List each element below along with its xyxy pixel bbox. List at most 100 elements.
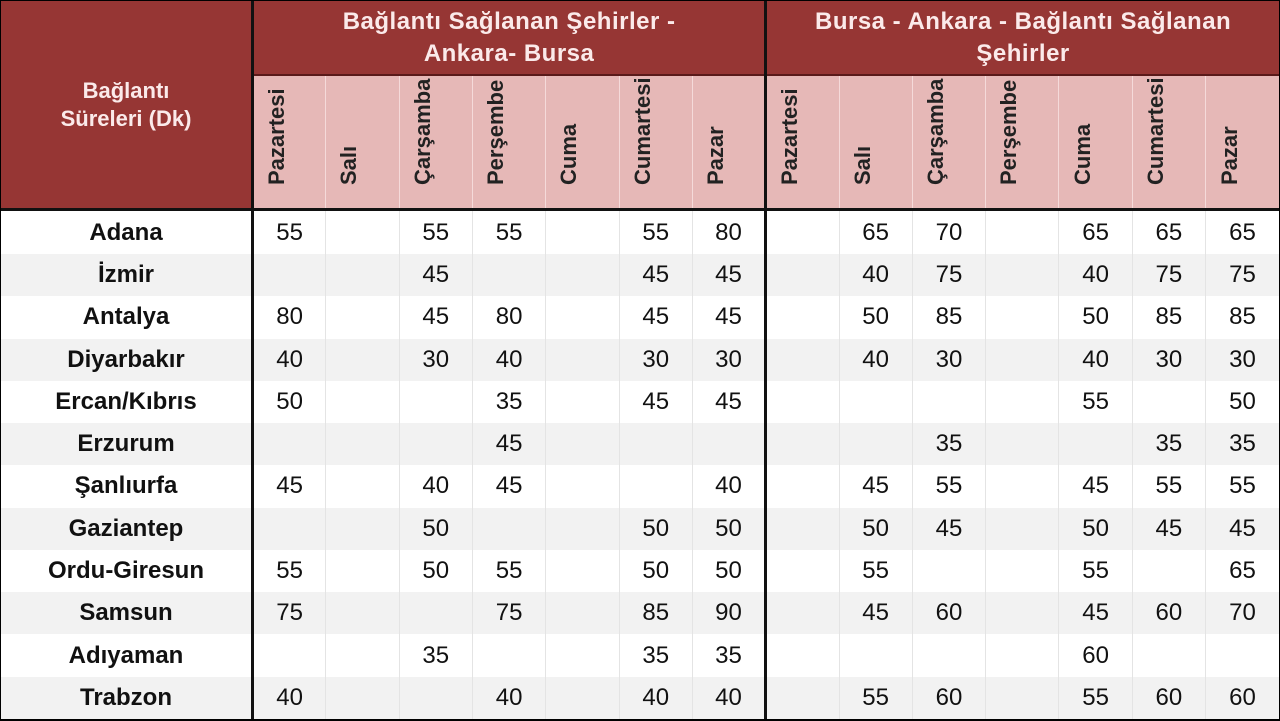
duration-cell (985, 380, 1059, 424)
duration-cell (985, 423, 1059, 466)
day-label: Pazar (702, 126, 728, 185)
day-header: Cuma (1058, 75, 1133, 211)
duration-cell: 85 (1131, 296, 1206, 339)
group2-bold: Bağlantı Sağlanan Şehirler (976, 7, 1232, 67)
duration-cell (985, 296, 1059, 339)
city-cell: Gaziantep (1, 507, 254, 550)
day-header: Cumartesi (618, 75, 693, 211)
duration-cell (764, 465, 839, 508)
duration-cell: 45 (471, 465, 546, 508)
duration-cell (545, 465, 620, 508)
duration-cell (545, 507, 620, 550)
corner-line2: Süreleri (Dk) (60, 105, 192, 131)
duration-cell (1131, 634, 1206, 677)
duration-cell: 40 (1058, 338, 1133, 381)
duration-cell (911, 634, 986, 677)
city-cell: Antalya (1, 296, 254, 339)
duration-cell: 60 (1058, 634, 1133, 677)
duration-cell (985, 507, 1059, 550)
duration-cell: 35 (1131, 423, 1206, 466)
duration-cell (838, 423, 913, 466)
duration-cell: 35 (691, 634, 766, 677)
duration-cell: 35 (1205, 423, 1279, 466)
duration-cell: 80 (691, 209, 766, 255)
group1-normal: Ankara- Bursa (423, 39, 595, 67)
duration-cell (398, 592, 473, 635)
duration-cell (325, 507, 400, 550)
duration-cell: 50 (398, 549, 473, 593)
duration-cell: 50 (1205, 380, 1279, 424)
duration-cell: 40 (838, 254, 913, 297)
day-header: Salı (838, 75, 913, 211)
duration-cell (764, 380, 839, 424)
duration-cell: 90 (691, 592, 766, 635)
table-row: Gaziantep 50 50 50 50 45 50 45 45 (1, 507, 1279, 550)
day-label: Pazar (1216, 126, 1242, 185)
duration-cell (1131, 380, 1206, 424)
city-cell: Diyarbakır (1, 338, 254, 381)
city-cell: Erzurum (1, 423, 254, 466)
duration-cell: 60 (1131, 676, 1206, 719)
duration-cell: 40 (471, 676, 546, 719)
city-cell: Ercan/Kıbrıs (1, 380, 254, 424)
table-row: İzmir 45 45 45 40 75 40 75 75 (1, 254, 1279, 297)
duration-cell: 85 (618, 592, 693, 635)
duration-cell: 85 (1205, 296, 1279, 339)
duration-cell (471, 507, 546, 550)
duration-cell: 55 (1058, 549, 1133, 593)
duration-cell: 75 (471, 592, 546, 635)
duration-cell: 65 (1131, 209, 1206, 255)
day-header: Pazartesi (764, 75, 839, 211)
day-label: Cumartesi (1142, 77, 1168, 185)
duration-cell: 55 (471, 209, 546, 255)
duration-cell (911, 380, 986, 424)
duration-cell: 50 (838, 296, 913, 339)
table-row: Diyarbakır 40 30 40 30 30 40 30 40 30 30 (1, 338, 1279, 381)
days-header-row: Pazartesi Salı Çarşamba Perşembe Cuma Cumarte… (1, 75, 1279, 211)
day-header: Perşembe (985, 75, 1059, 211)
duration-cell: 45 (1058, 465, 1133, 508)
duration-cell: 45 (691, 296, 766, 339)
duration-cell (325, 209, 400, 255)
duration-cell: 30 (1131, 338, 1206, 381)
day-label: Cumartesi (629, 77, 655, 185)
duration-cell: 65 (1205, 549, 1279, 593)
duration-cell: 55 (471, 549, 546, 593)
duration-cell (838, 634, 913, 677)
day-label: Perşembe (996, 79, 1022, 185)
duration-cell (1205, 634, 1279, 677)
table-row: Trabzon 40 40 40 40 55 60 55 60 60 (1, 676, 1279, 719)
duration-cell (764, 634, 839, 677)
day-header: Çarşamba (911, 75, 986, 211)
duration-cell: 50 (838, 507, 913, 550)
duration-cell (911, 549, 986, 593)
duration-cell (545, 254, 620, 297)
duration-cell (985, 254, 1059, 297)
duration-cell (764, 423, 839, 466)
duration-cell (325, 380, 400, 424)
table-row: Ordu-Giresun 55 50 55 50 50 55 55 65 (1, 549, 1279, 593)
duration-cell (545, 338, 620, 381)
city-cell: Trabzon (1, 676, 254, 719)
duration-cell (1058, 423, 1133, 466)
duration-cell: 65 (838, 209, 913, 255)
duration-cell: 45 (398, 296, 473, 339)
city-cell: Şanlıurfa (1, 465, 254, 508)
day-label: Cuma (556, 123, 582, 185)
duration-cell: 40 (691, 676, 766, 719)
duration-cell (545, 209, 620, 255)
day-header: Perşembe (471, 75, 546, 211)
table-row: Adana 55 55 55 55 80 65 70 65 65 65 (1, 209, 1279, 255)
table-body: Adana 55 55 55 55 80 65 70 65 65 65 İzmir 45 45 45 40 75… (1, 209, 1279, 719)
city-cell: Ordu-Giresun (1, 549, 254, 593)
duration-cell (764, 592, 839, 635)
duration-cell (1131, 549, 1206, 593)
duration-cell: 80 (471, 296, 546, 339)
duration-cell (985, 465, 1059, 508)
duration-cell: 35 (398, 634, 473, 677)
duration-cell: 55 (398, 209, 473, 255)
day-header: Çarşamba (398, 75, 473, 211)
duration-cell (325, 676, 400, 719)
duration-cell: 55 (1131, 465, 1206, 508)
